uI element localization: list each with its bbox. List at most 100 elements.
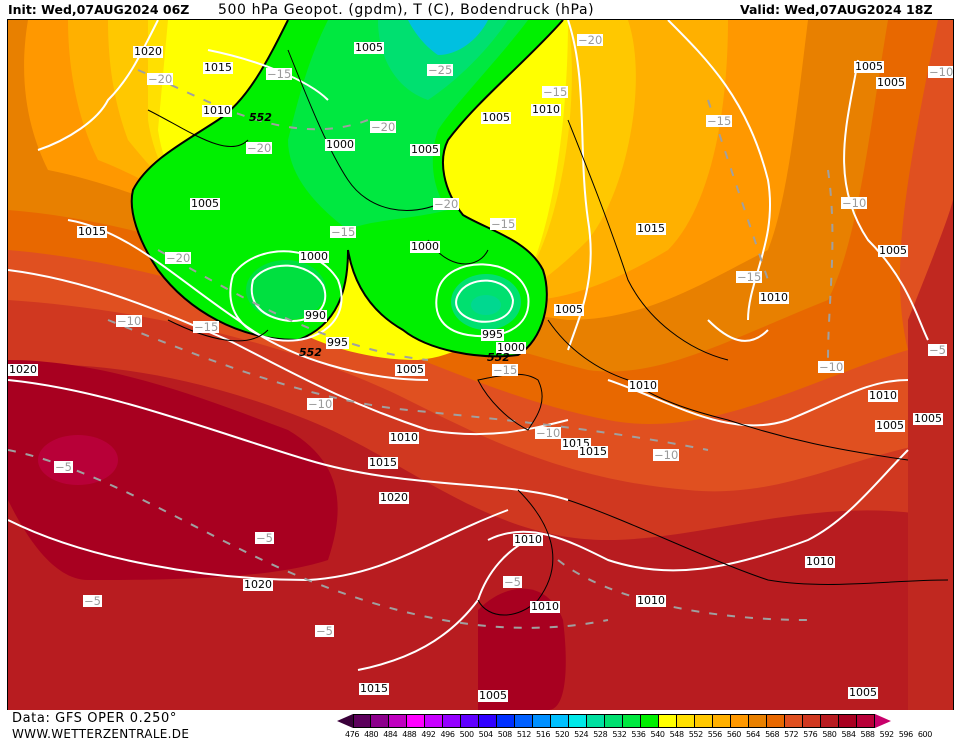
isotherm-label: −15	[266, 67, 293, 81]
colorbar-tick: 488	[402, 730, 417, 739]
colorbar-swatch	[389, 713, 407, 728]
colorbar-tick: 532	[612, 730, 627, 739]
map-header: Init: Wed,07AUG2024 06Z 500 hPa Geopot. …	[0, 0, 959, 20]
isotherm-label: −20	[577, 33, 604, 47]
isobar-label: 1020	[243, 578, 273, 591]
map-title: 500 hPa Geopot. (gpdm), T (C), Bodendruc…	[218, 2, 595, 18]
isobar-label: 1000	[496, 341, 526, 354]
isobar-label: 1015	[636, 222, 666, 235]
colorbar-swatch	[641, 713, 659, 728]
data-source: Data: GFS OPER 0.250°	[12, 711, 178, 726]
isobar-label: 1010	[759, 291, 789, 304]
isobar-label: 1010	[202, 104, 232, 117]
isobar-label: 1005	[190, 197, 220, 210]
colorbar-tick: 520	[555, 730, 570, 739]
colorbar-tick: 524	[574, 730, 589, 739]
colorbar-swatch	[353, 713, 371, 728]
isotherm-label: −20	[370, 120, 397, 134]
colorbar-swatch	[551, 713, 569, 728]
colorbar-tick: 584	[841, 730, 856, 739]
isobar-label: 1005	[554, 303, 584, 316]
colorbar-swatch	[515, 713, 533, 728]
isobar-label: 1010	[513, 533, 543, 546]
colorbar-swatch	[695, 713, 713, 728]
colorbar-tick: 480	[364, 730, 379, 739]
colorbar-swatch	[857, 713, 875, 728]
colorbar-swatch	[479, 713, 497, 728]
isobar-label: 1005	[913, 412, 943, 425]
valid-time: Valid: Wed,07AUG2024 18Z	[740, 2, 933, 17]
colorbar-swatch	[533, 713, 551, 728]
colorbar-tick: 568	[765, 730, 780, 739]
isotherm-label: −20	[147, 72, 174, 86]
isobar-label: 995	[481, 328, 504, 341]
isotherm-label: −5	[255, 531, 274, 545]
isotherm-label: −5	[83, 594, 102, 608]
colorbar-low-arrow	[337, 713, 353, 728]
isobar-label: 1005	[354, 41, 384, 54]
isobar-label: 995	[326, 336, 349, 349]
colorbar-swatch	[803, 713, 821, 728]
isotherm-label: −5	[928, 343, 947, 357]
colorbar-legend	[337, 713, 891, 728]
isobar-label: 1015	[203, 61, 233, 74]
colorbar-swatch	[425, 713, 443, 728]
isobar-label: 1010	[389, 431, 419, 444]
isotherm-label: −5	[503, 575, 522, 589]
isobar-label: 1015	[368, 456, 398, 469]
colorbar-tick: 592	[879, 730, 894, 739]
colorbar-tick-labels: 476 480 484 488 492 496 500 504 508 512 516 520 524 5…	[345, 730, 937, 739]
colorbar-swatch	[587, 713, 605, 728]
isobar-label: 1015	[359, 682, 389, 695]
isotherm-label: −15	[490, 217, 517, 231]
isobar-label: 1015	[77, 225, 107, 238]
colorbar-tick: 508	[497, 730, 512, 739]
colorbar-swatch	[497, 713, 515, 728]
isotherm-label: −15	[706, 114, 733, 128]
isobar-label: 1020	[133, 45, 163, 58]
colorbar-tick: 588	[860, 730, 875, 739]
colorbar-high-arrow	[875, 713, 891, 728]
colorbar-swatch	[623, 713, 641, 728]
isotherm-label: −10	[653, 448, 680, 462]
isobar-label: 1000	[410, 240, 440, 253]
colorbar-tick: 572	[784, 730, 799, 739]
colorbar-swatch	[605, 713, 623, 728]
colorbar-swatch	[731, 713, 749, 728]
colorbar-swatch	[371, 713, 389, 728]
colorbar-swatch	[461, 713, 479, 728]
isobar-label: 1005	[854, 60, 884, 73]
isotherm-label: −5	[315, 624, 334, 638]
isotherm-label: −10	[928, 65, 954, 79]
isotherm-label: −15	[542, 85, 569, 99]
colorbar-tick: 492	[421, 730, 436, 739]
colorbar-swatch	[659, 713, 677, 728]
isotherm-label: −10	[818, 360, 845, 374]
isobar-label: 990	[304, 309, 327, 322]
isobar-label: 1020	[379, 491, 409, 504]
colorbar-swatch	[407, 713, 425, 728]
colorbar-swatch	[677, 713, 695, 728]
isobar-label: 1000	[299, 250, 329, 263]
isotherm-label: −10	[841, 196, 868, 210]
isotherm-label: −10	[535, 426, 562, 440]
isotherm-label: −15	[330, 225, 357, 239]
colorbar-tick: 580	[822, 730, 837, 739]
isobar-label: 1005	[395, 363, 425, 376]
colorbar-tick: 516	[535, 730, 551, 739]
colorbar-tick: 536	[631, 730, 646, 739]
isotherm-label: −10	[307, 397, 334, 411]
colorbar-swatch	[713, 713, 731, 728]
isobar-label: 1010	[531, 103, 561, 116]
website-credit: WWW.WETTERZENTRALE.DE	[12, 727, 190, 741]
colorbar-tick: 512	[516, 730, 531, 739]
map-field-shading	[8, 20, 953, 710]
colorbar-swatch	[569, 713, 587, 728]
isotherm-label: −15	[492, 363, 519, 377]
isobar-label: 1000	[325, 138, 355, 151]
colorbar-tick: 560	[726, 730, 741, 739]
isotherm-label: −10	[116, 314, 143, 328]
colorbar-tick: 476	[345, 730, 360, 739]
colorbar-tick: 496	[440, 730, 455, 739]
isotherm-label: −15	[736, 270, 763, 284]
